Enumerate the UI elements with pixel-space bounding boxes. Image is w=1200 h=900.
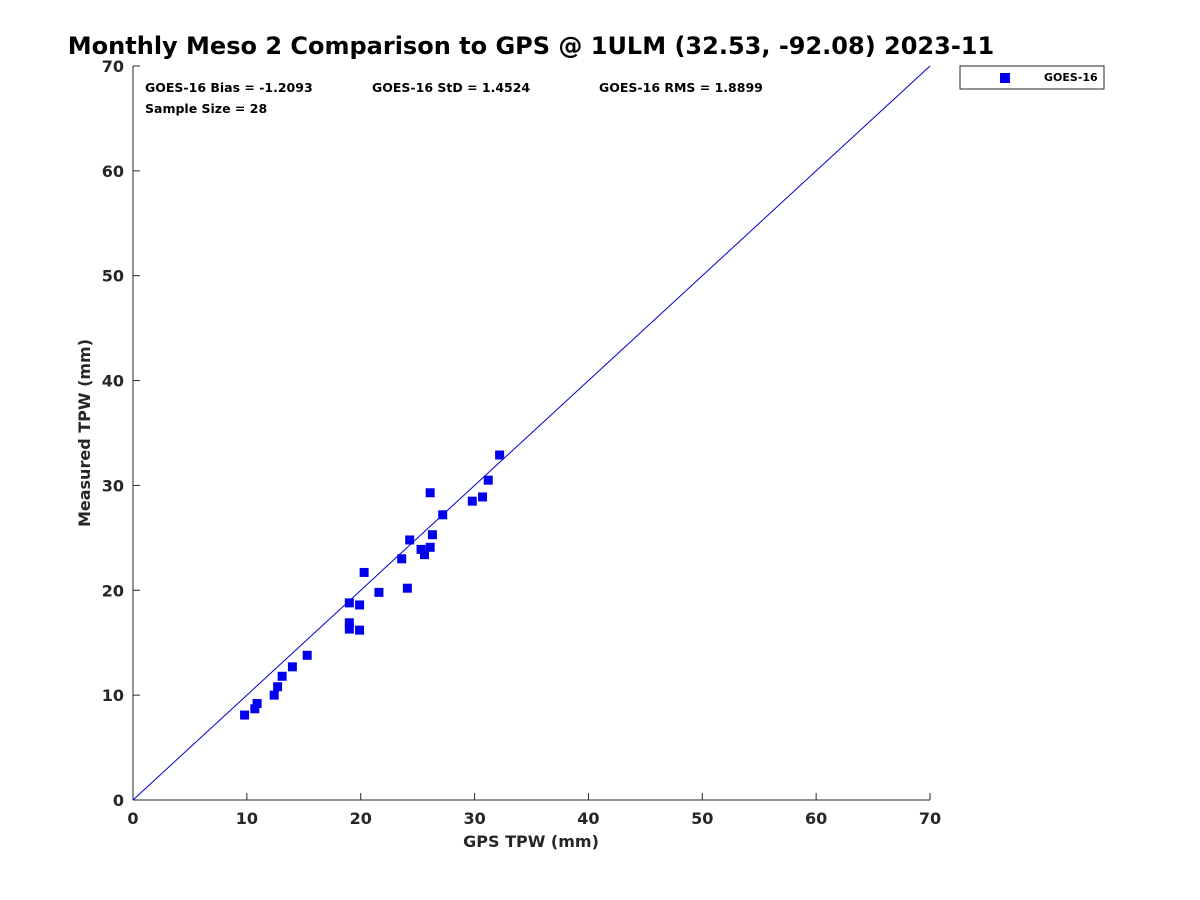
x-tick-label: 20: [350, 809, 372, 828]
data-point: [495, 450, 505, 460]
data-point: [344, 618, 354, 628]
data-point: [240, 710, 250, 720]
x-tick-label: 10: [236, 809, 258, 828]
data-point: [374, 587, 384, 597]
data-point: [250, 704, 260, 714]
y-tick-label: 20: [102, 581, 124, 600]
data-point: [277, 671, 287, 681]
y-ticks: 0 10 20 30 40 50 60 70: [102, 57, 140, 810]
x-ticks: 0 10 20 30 40 50 60 70: [127, 793, 941, 828]
x-axis-label: GPS TPW (mm): [463, 832, 599, 851]
data-point: [405, 535, 415, 545]
data-point: [359, 567, 369, 577]
y-tick-label: 50: [102, 267, 124, 286]
data-point: [425, 488, 435, 498]
legend: GOES-16: [959, 65, 1105, 90]
legend-box: [959, 65, 1105, 90]
data-point: [478, 492, 488, 502]
y-tick-label: 70: [102, 57, 124, 76]
data-point: [252, 699, 262, 709]
x-tick-label: 40: [577, 809, 599, 828]
data-points: [240, 450, 505, 720]
std-annotation: GOES-16 StD = 1.4524: [372, 80, 530, 95]
data-point: [416, 544, 426, 554]
x-tick-label: 70: [919, 809, 941, 828]
data-point: [397, 554, 407, 564]
bias-annotation: GOES-16 Bias = -1.2093: [145, 80, 313, 95]
data-point: [355, 625, 365, 635]
data-point: [269, 690, 279, 700]
data-point: [344, 598, 354, 608]
legend-marker-goes-16: [1000, 73, 1010, 83]
data-point: [483, 475, 493, 485]
data-point: [355, 600, 365, 610]
chart-title: Monthly Meso 2 Comparison to GPS @ 1ULM …: [68, 32, 994, 60]
data-point: [427, 530, 437, 540]
y-tick-label: 40: [102, 372, 124, 391]
data-point: [438, 510, 448, 520]
x-tick-label: 50: [691, 809, 713, 828]
data-point: [419, 550, 429, 560]
data-point: [344, 624, 354, 634]
one-to-one-line: [132, 65, 931, 801]
x-tick-label: 60: [805, 809, 827, 828]
data-point: [467, 496, 477, 506]
y-axis-label: Measured TPW (mm): [75, 339, 94, 527]
data-point: [425, 542, 435, 552]
y-tick-label: 10: [102, 686, 124, 705]
x-tick-label: 0: [127, 809, 138, 828]
data-point: [402, 583, 412, 593]
y-tick-label: 60: [102, 162, 124, 181]
rms-annotation: GOES-16 RMS = 1.8899: [599, 80, 763, 95]
data-point: [273, 682, 283, 692]
sample-size-annotation: Sample Size = 28: [145, 101, 267, 116]
y-tick-label: 30: [102, 476, 124, 495]
legend-label-goes-16: GOES-16: [1044, 71, 1098, 84]
data-point: [302, 650, 312, 660]
x-tick-label: 30: [463, 809, 485, 828]
y-tick-label: 0: [113, 791, 124, 810]
data-point: [287, 662, 297, 672]
